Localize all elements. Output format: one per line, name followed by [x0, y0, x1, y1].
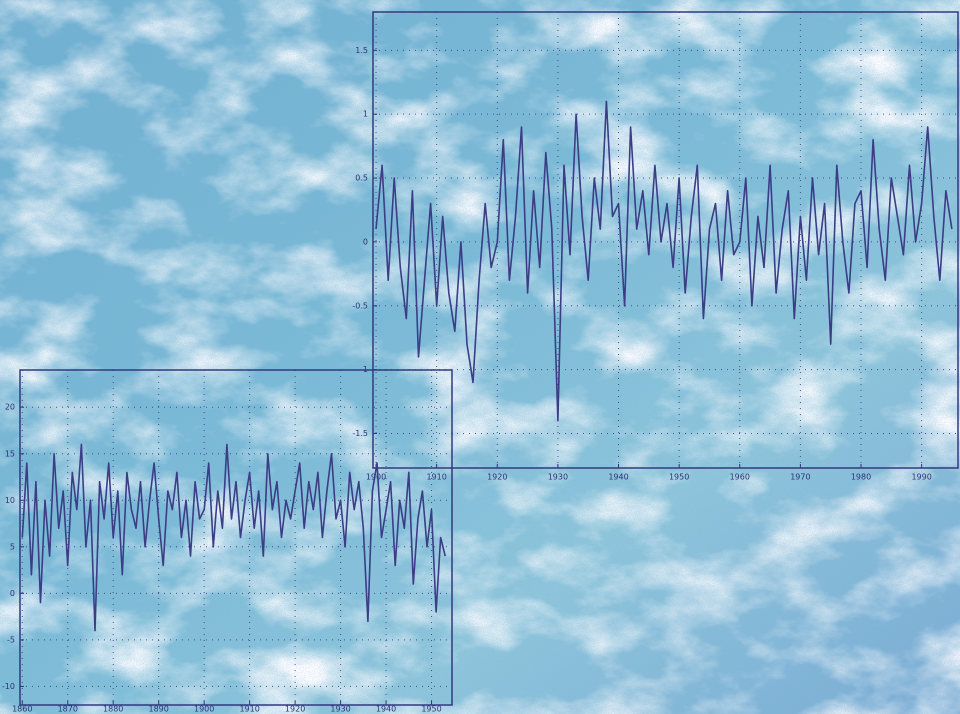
y-tick-label: 15 — [5, 449, 15, 458]
x-tick-label: 1910 — [239, 705, 259, 714]
x-tick-label: 1970 — [790, 473, 810, 482]
image-grain — [0, 0, 960, 714]
x-tick-label: 1960 — [730, 473, 750, 482]
x-tick-label: 1950 — [421, 705, 441, 714]
x-tick-label: 1920 — [285, 705, 305, 714]
y-tick-label: -5 — [7, 635, 15, 644]
x-tick-label: 1910 — [426, 473, 446, 482]
y-tick-label: 1 — [363, 110, 368, 119]
y-tick-label: 0.5 — [355, 174, 368, 183]
y-tick-label: -10 — [2, 682, 15, 691]
x-tick-label: 1990 — [911, 473, 931, 482]
y-tick-label: -0.5 — [352, 301, 368, 310]
x-tick-label: 1940 — [376, 705, 396, 714]
y-tick-label: 1.5 — [355, 46, 368, 55]
y-tick-label: 0 — [363, 237, 368, 246]
x-tick-label: 1930 — [548, 473, 568, 482]
x-tick-label: 1870 — [58, 705, 78, 714]
x-tick-label: 1890 — [149, 705, 169, 714]
y-tick-label: -1.5 — [352, 429, 368, 438]
x-tick-label: 1940 — [608, 473, 628, 482]
x-tick-label: 1930 — [330, 705, 350, 714]
y-tick-label: 10 — [5, 496, 15, 505]
x-tick-label: 1860 — [12, 705, 32, 714]
chart-canvas: -1.5-1-0.500.511.51900191019201930194019… — [0, 0, 960, 714]
x-tick-label: 1900 — [194, 705, 214, 714]
x-tick-label: 1950 — [669, 473, 689, 482]
x-tick-label: 1920 — [487, 473, 507, 482]
y-tick-label: 0 — [10, 589, 15, 598]
y-tick-label: 5 — [10, 542, 15, 551]
x-tick-label: 1980 — [851, 473, 871, 482]
x-tick-label: 1880 — [103, 705, 123, 714]
y-tick-label: 20 — [5, 403, 15, 412]
